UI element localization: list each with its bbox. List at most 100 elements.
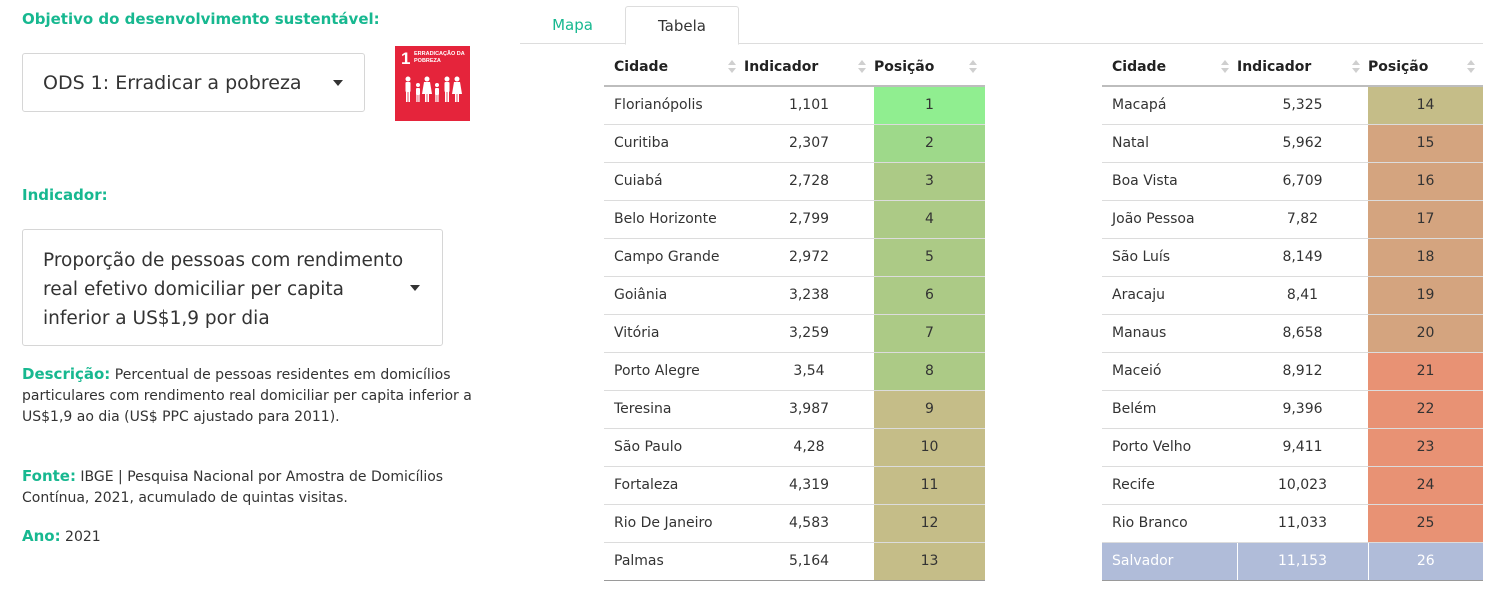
column-header-posicao[interactable]: Posição: [874, 48, 985, 87]
tab-tabela[interactable]: Tabela: [625, 6, 739, 45]
cell-posicao: 3: [874, 162, 985, 201]
cell-cidade: Goiânia: [604, 276, 744, 315]
cell-indicador: 3,259: [744, 314, 874, 353]
cell-cidade: Belo Horizonte: [604, 200, 744, 239]
table-row: Curitiba 2,307 2: [604, 124, 985, 163]
cell-indicador: 2,307: [744, 124, 874, 163]
column-header-indicador[interactable]: Indicador: [744, 48, 874, 87]
cell-posicao: 26: [1368, 542, 1483, 581]
cell-indicador: 9,396: [1237, 390, 1368, 429]
cell-posicao: 17: [1368, 200, 1483, 239]
cell-cidade: Maceió: [1102, 352, 1237, 391]
cell-indicador: 5,164: [744, 542, 874, 581]
cell-posicao: 21: [1368, 352, 1483, 391]
cell-cidade: Teresina: [604, 390, 744, 429]
descricao-text: Percentual de pessoas residentes em domi…: [22, 367, 472, 425]
cell-posicao: 5: [874, 238, 985, 277]
ranking-table-right: Cidade Indicador Posição Macapá 5,325 14 Na…: [1102, 48, 1483, 581]
table-row: Boa Vista 6,709 16: [1102, 162, 1483, 201]
cell-indicador: 1,101: [744, 86, 874, 125]
column-header-indicador[interactable]: Indicador: [1237, 48, 1368, 87]
cell-cidade: Florianópolis: [604, 86, 744, 125]
cell-cidade: Vitória: [604, 314, 744, 353]
column-header-cidade[interactable]: Cidade: [604, 48, 744, 87]
cell-posicao: 7: [874, 314, 985, 353]
cell-posicao: 25: [1368, 504, 1483, 543]
cell-posicao: 11: [874, 466, 985, 505]
indicador-select[interactable]: Proporção de pessoas com rendimento real…: [22, 229, 443, 346]
cell-posicao: 1: [874, 86, 985, 125]
table-row: Belém 9,396 22: [1102, 390, 1483, 429]
ano-text: 2021: [65, 529, 101, 545]
tab-mapa[interactable]: Mapa: [552, 16, 593, 34]
cell-cidade: Aracaju: [1102, 276, 1237, 315]
cell-indicador: 7,82: [1237, 200, 1368, 239]
cell-cidade: Palmas: [604, 542, 744, 581]
cell-posicao: 2: [874, 124, 985, 163]
cell-posicao: 16: [1368, 162, 1483, 201]
sdg-text: ERRADICAÇÃO DA POBREZA: [414, 51, 465, 64]
table-row: São Luís 8,149 18: [1102, 238, 1483, 277]
cell-posicao: 13: [874, 542, 985, 581]
table-row: Cuiabá 2,728 3: [604, 162, 985, 201]
table-row: Fortaleza 4,319 11: [604, 466, 985, 505]
table-row: Porto Velho 9,411 23: [1102, 428, 1483, 467]
table-row: Rio Branco 11,033 25: [1102, 504, 1483, 543]
table-row: Recife 10,023 24: [1102, 466, 1483, 505]
cell-cidade: Porto Alegre: [604, 352, 744, 391]
cell-cidade: Campo Grande: [604, 238, 744, 277]
cell-cidade: Manaus: [1102, 314, 1237, 353]
cell-cidade: Porto Velho: [1102, 428, 1237, 467]
ods-select[interactable]: ODS 1: Erradicar a pobreza: [22, 53, 365, 112]
cell-cidade: Curitiba: [604, 124, 744, 163]
cell-indicador: 4,28: [744, 428, 874, 467]
fonte-label: Fonte:: [22, 467, 76, 485]
table-row: Maceió 8,912 21: [1102, 352, 1483, 391]
ano-label: Ano:: [22, 527, 61, 545]
cell-indicador: 4,583: [744, 504, 874, 543]
descricao-label: Descrição:: [22, 365, 111, 383]
column-header-posicao[interactable]: Posição: [1368, 48, 1483, 87]
table-row: Palmas 5,164 13: [604, 542, 985, 581]
cell-posicao: 10: [874, 428, 985, 467]
cell-posicao: 9: [874, 390, 985, 429]
chevron-down-icon: [410, 285, 420, 291]
table-row: São Paulo 4,28 10: [604, 428, 985, 467]
sort-icon: [1352, 60, 1360, 74]
indicador-label: Indicador:: [22, 186, 108, 204]
sort-icon: [1467, 60, 1475, 74]
cell-posicao: 6: [874, 276, 985, 315]
cell-posicao: 14: [1368, 86, 1483, 125]
cell-posicao: 8: [874, 352, 985, 391]
sort-icon: [728, 60, 736, 74]
cell-indicador: 2,972: [744, 238, 874, 277]
cell-indicador: 11,153: [1237, 542, 1369, 581]
cell-cidade: Recife: [1102, 466, 1237, 505]
cell-cidade: São Luís: [1102, 238, 1237, 277]
cell-posicao: 4: [874, 200, 985, 239]
table-row: Porto Alegre 3,54 8: [604, 352, 985, 391]
family-icon: [405, 76, 462, 102]
cell-indicador: 11,033: [1237, 504, 1368, 543]
sort-icon: [858, 60, 866, 74]
cell-cidade: São Paulo: [604, 428, 744, 467]
table-row: Vitória 3,259 7: [604, 314, 985, 353]
cell-posicao: 19: [1368, 276, 1483, 315]
cell-posicao: 20: [1368, 314, 1483, 353]
cell-posicao: 12: [874, 504, 985, 543]
view-tabs: Mapa Tabela: [520, 0, 1483, 45]
sort-icon: [1221, 60, 1229, 74]
cell-cidade: João Pessoa: [1102, 200, 1237, 239]
cell-posicao: 18: [1368, 238, 1483, 277]
cell-cidade: Cuiabá: [604, 162, 744, 201]
table-row: Manaus 8,658 20: [1102, 314, 1483, 353]
fonte: Fonte: IBGE | Pesquisa Nacional por Amos…: [22, 466, 462, 509]
table-row: Macapá 5,325 14: [1102, 86, 1483, 125]
cell-cidade: Rio Branco: [1102, 504, 1237, 543]
column-header-cidade[interactable]: Cidade: [1102, 48, 1237, 87]
chevron-down-icon: [333, 80, 343, 86]
cell-indicador: 2,799: [744, 200, 874, 239]
ano: Ano: 2021: [22, 526, 101, 548]
cell-indicador: 8,41: [1237, 276, 1368, 315]
cell-indicador: 3,987: [744, 390, 874, 429]
